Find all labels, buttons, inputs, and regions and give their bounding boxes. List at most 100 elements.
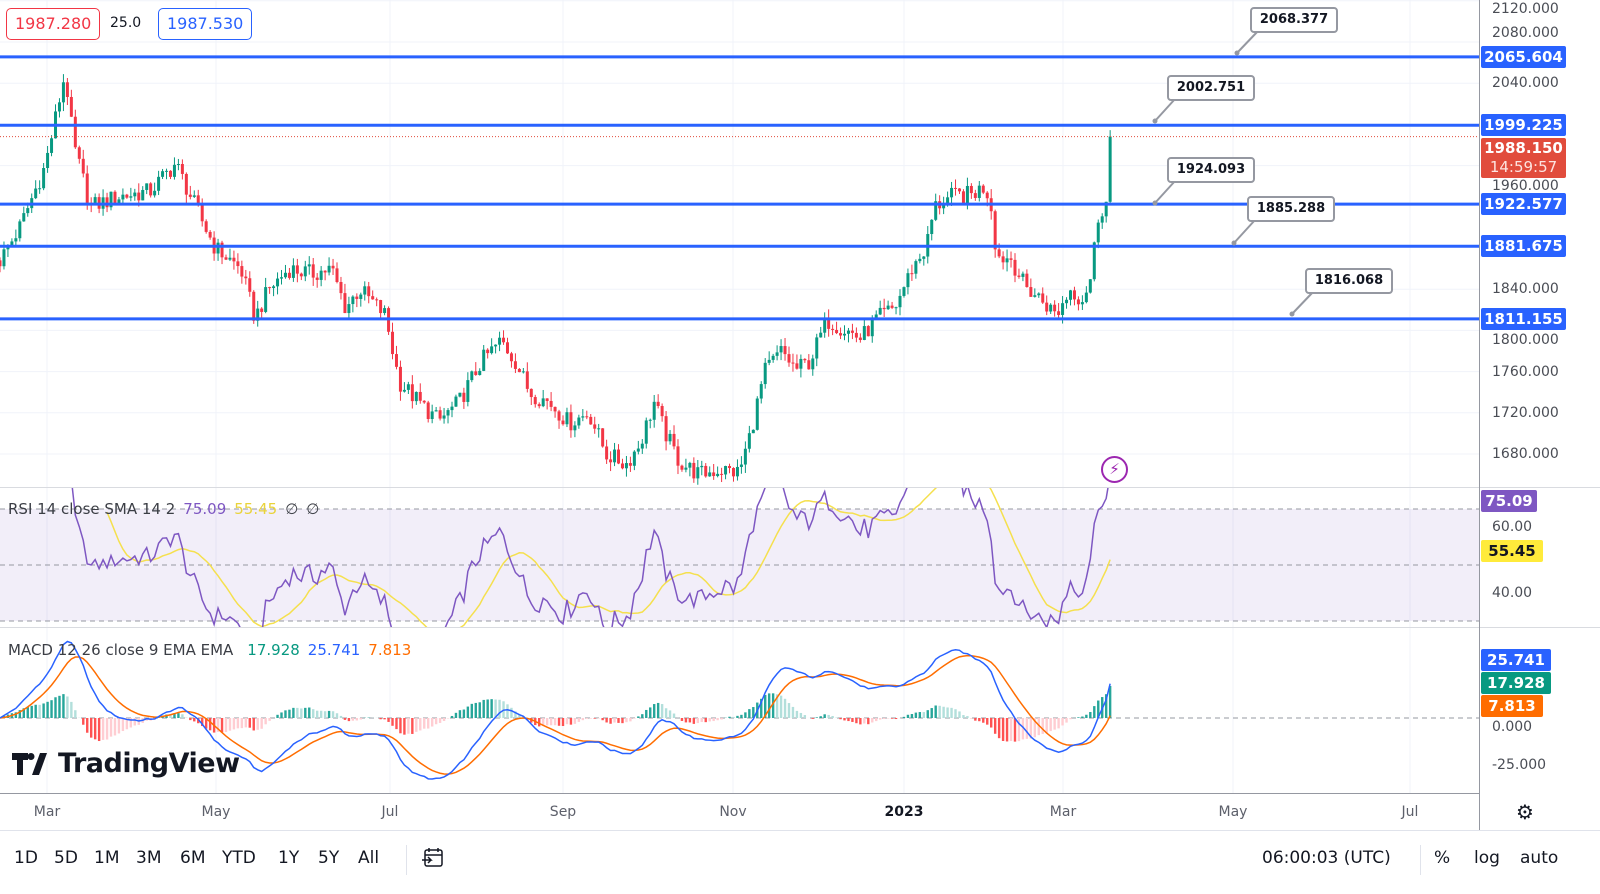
candle-body <box>819 332 823 338</box>
macd-histogram-bar <box>672 713 676 718</box>
candle-body <box>406 384 410 390</box>
candle-body <box>291 265 295 278</box>
macd-histogram-bar <box>581 718 585 721</box>
macd-histogram-bar <box>549 718 553 726</box>
macd-histogram-bar <box>1065 718 1068 723</box>
candle-body <box>494 344 498 347</box>
price-callout[interactable]: 1816.068 <box>1305 268 1393 294</box>
macd-histogram-bar <box>498 699 501 718</box>
macd-histogram-bar <box>86 718 89 733</box>
candle-body <box>954 187 958 189</box>
rsi-sma-line <box>106 488 1111 627</box>
buy-price[interactable]: 1987.530 <box>158 8 253 40</box>
candle-body <box>636 448 640 452</box>
percent-scale-toggle[interactable]: % <box>1434 848 1451 868</box>
macd-histogram-bar <box>442 718 446 721</box>
macd-histogram-bar <box>232 718 236 730</box>
price-callout[interactable]: 1924.093 <box>1167 157 1255 183</box>
macd-histogram-bar <box>605 718 608 723</box>
range-button-5y[interactable]: 5Y <box>318 848 340 868</box>
macd-histogram-bar <box>787 703 791 718</box>
pane-separator[interactable] <box>0 627 1600 628</box>
macd-histogram-bar <box>1081 716 1084 718</box>
macd-legend-title: MACD 12 26 close 9 EMA EMA <box>8 641 234 659</box>
price-chart[interactable] <box>0 0 1479 487</box>
price-callout[interactable]: 1885.288 <box>1247 196 1335 222</box>
candle-body <box>795 363 799 369</box>
macd-histogram-bar <box>712 718 715 722</box>
auto-scale-toggle[interactable]: auto <box>1520 848 1559 868</box>
macd-legend[interactable]: MACD 12 26 close 9 EMA EMA 17.928 25.741 7.… <box>8 641 419 659</box>
range-button-1m[interactable]: 1M <box>94 848 120 868</box>
rsi-line <box>71 488 1109 627</box>
macd-histogram-bar <box>109 718 113 737</box>
macd-histogram-bar <box>538 718 541 727</box>
range-button-1d[interactable]: 1D <box>14 848 38 868</box>
macd-histogram-bar <box>1017 718 1021 742</box>
rsi-legend-title: RSI 14 close SMA 14 2 <box>8 500 176 518</box>
time-axis[interactable]: Mar May Jul Sep Nov 2023 Mar May Jul <box>0 793 1479 830</box>
macd-histogram-bar <box>839 718 842 720</box>
goto-date-icon[interactable] <box>420 845 446 871</box>
log-scale-toggle[interactable]: log <box>1474 848 1500 868</box>
range-button-all[interactable]: All <box>358 848 380 868</box>
price-callout[interactable]: 2002.751 <box>1167 75 1255 101</box>
candle-body <box>478 370 482 375</box>
rsi-pane[interactable] <box>0 488 1479 627</box>
clock-timezone[interactable]: 06:00:03 (UTC) <box>1262 848 1391 868</box>
macd-histogram-bar <box>704 718 707 723</box>
macd-histogram-bar <box>1057 718 1060 729</box>
macd-histogram-bar <box>351 718 355 721</box>
macd-histogram-bar <box>589 718 592 719</box>
candle-body <box>224 257 228 260</box>
macd-histogram-bar <box>1021 718 1025 740</box>
range-button-ytd[interactable]: YTD <box>222 848 256 868</box>
candle-body <box>394 354 398 367</box>
macd-histogram-bar <box>990 718 993 728</box>
candle-body <box>835 329 839 334</box>
macd-histogram-bar <box>736 715 739 718</box>
macd-histogram-bar <box>462 709 466 718</box>
rsi-value-badge: 75.09 <box>1481 490 1537 512</box>
lightning-icon[interactable]: ⚡ <box>1101 456 1128 483</box>
candle-body <box>311 264 315 278</box>
macd-histogram-bar <box>942 706 945 718</box>
macd-histogram-bar <box>716 718 719 721</box>
macd-pane[interactable] <box>0 628 1479 793</box>
candle-body <box>993 211 997 250</box>
candle-body <box>1001 256 1005 263</box>
price-callout[interactable]: 2068.377 <box>1250 7 1338 33</box>
macd-histogram-bar <box>454 712 458 718</box>
candle-body <box>973 193 977 198</box>
candle-body <box>331 265 335 269</box>
candle-body <box>1072 290 1076 300</box>
rsi-legend[interactable]: RSI 14 close SMA 14 2 75.09 55.45 ∅ ∅ <box>8 500 327 518</box>
candle-body <box>743 448 747 465</box>
macd-histogram-bar <box>14 712 18 718</box>
macd-histogram-bar <box>506 704 509 718</box>
macd-histogram-bar <box>379 718 382 720</box>
macd-histogram-bar <box>216 718 220 732</box>
macd-histogram-bar <box>637 716 640 718</box>
range-button-1y[interactable]: 1Y <box>278 848 300 868</box>
candle-body <box>248 278 252 292</box>
candle-body <box>922 256 926 259</box>
candle-body <box>811 358 815 370</box>
candle-body <box>208 231 212 238</box>
pane-separator[interactable] <box>0 487 1600 488</box>
candle-body <box>458 392 462 397</box>
candle-body <box>724 466 728 475</box>
sell-price[interactable]: 1987.280 <box>6 8 101 40</box>
tradingview-logo[interactable]: TradingView <box>12 748 240 779</box>
macd-histogram-bar <box>125 718 129 730</box>
settings-icon[interactable]: ⚙ <box>1516 800 1534 824</box>
candle-body <box>295 265 299 274</box>
candle-body <box>204 221 208 232</box>
candle-body <box>272 286 276 289</box>
macd-histogram-bar <box>208 718 212 731</box>
macd-histogram-bar <box>514 711 517 718</box>
macd-histogram-bar <box>113 718 117 736</box>
range-button-6m[interactable]: 6M <box>180 848 206 868</box>
range-button-5d[interactable]: 5D <box>54 848 78 868</box>
range-button-3m[interactable]: 3M <box>136 848 162 868</box>
